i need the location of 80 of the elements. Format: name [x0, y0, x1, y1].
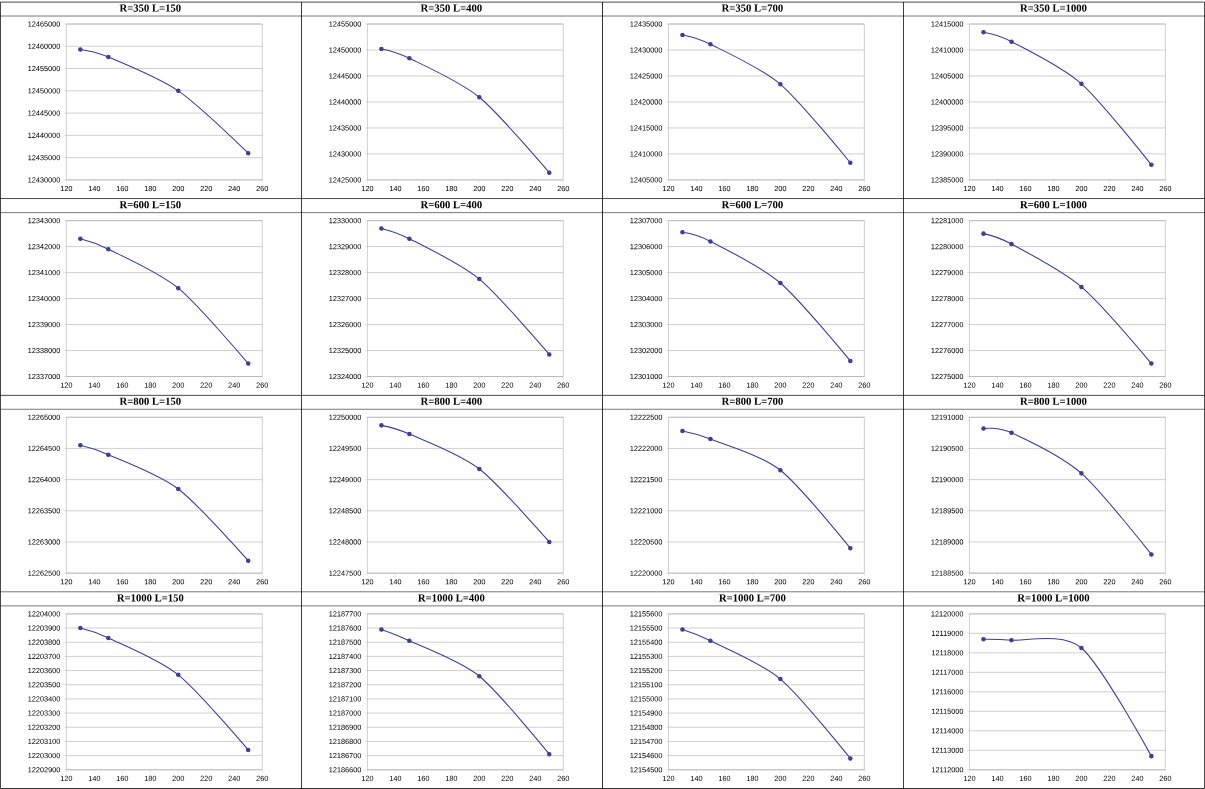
- point: [778, 280, 783, 286]
- point: [245, 361, 251, 366]
- chart-title: R=350 L=150: [119, 4, 181, 12]
- point: [547, 352, 552, 357]
- point: [407, 56, 412, 61]
- point: [680, 627, 685, 632]
- chart-title: R=350 L=1000: [1020, 4, 1087, 12]
- point: [547, 170, 552, 175]
- chart-title: R=1000 L=400: [418, 594, 485, 602]
- point: [708, 638, 713, 644]
- point: [848, 358, 853, 364]
- point: [708, 436, 713, 442]
- point: [477, 674, 482, 679]
- point: [245, 150, 251, 156]
- chart-title: R=800 L=1000: [1020, 397, 1087, 405]
- point: [1079, 471, 1084, 476]
- point: [78, 236, 83, 242]
- point: [176, 88, 181, 94]
- point: [708, 42, 713, 47]
- point: [176, 285, 181, 291]
- chart-title: R=1000 L=150: [117, 594, 184, 602]
- point: [680, 230, 685, 235]
- point: [981, 231, 986, 236]
- chart-title: R=800 L=400: [420, 397, 482, 405]
- point: [981, 636, 986, 642]
- point: [379, 226, 384, 231]
- point: [1149, 361, 1154, 366]
- point: [379, 627, 384, 632]
- point: [477, 466, 482, 472]
- point: [547, 751, 552, 757]
- chart-title: R=1000 L=1000: [1017, 594, 1090, 602]
- point: [981, 30, 986, 35]
- point: [106, 54, 111, 60]
- chart-title: R=600 L=1000: [1020, 201, 1087, 209]
- point: [379, 46, 384, 52]
- point: [106, 452, 111, 457]
- point: [778, 468, 783, 473]
- chart-title: R=350 L=700: [721, 4, 783, 12]
- chart-title: R=800 L=150: [119, 397, 181, 405]
- point: [1079, 81, 1084, 87]
- point: [848, 756, 853, 761]
- point: [106, 246, 111, 252]
- point: [708, 239, 713, 244]
- chart-title: R=600 L=400: [420, 201, 482, 209]
- point: [848, 545, 853, 551]
- point: [106, 635, 111, 641]
- point: [477, 95, 482, 100]
- point: [547, 539, 552, 545]
- point: [981, 426, 986, 431]
- point: [778, 676, 783, 682]
- point: [176, 672, 181, 678]
- point: [680, 32, 685, 38]
- chart-title: R=600 L=150: [119, 201, 181, 209]
- point: [78, 47, 83, 52]
- point: [1149, 162, 1154, 168]
- chart-title: R=600 L=700: [721, 201, 783, 209]
- point: [477, 276, 482, 282]
- point: [78, 625, 83, 631]
- point: [407, 431, 412, 437]
- point: [407, 638, 412, 644]
- point: [379, 423, 384, 428]
- point: [1009, 241, 1014, 247]
- point: [680, 428, 685, 434]
- point: [176, 486, 181, 492]
- chart-title: R=1000 L=700: [719, 594, 786, 602]
- point: [1079, 645, 1084, 651]
- chart-title: R=800 L=700: [721, 397, 783, 405]
- point: [407, 236, 412, 242]
- point: [1009, 430, 1014, 436]
- point: [1149, 552, 1154, 557]
- point: [778, 82, 783, 87]
- point: [1079, 284, 1084, 290]
- point: [78, 443, 83, 448]
- point: [848, 160, 853, 166]
- point: [1009, 39, 1014, 45]
- point: [1149, 753, 1154, 759]
- point: [245, 747, 251, 753]
- point: [245, 558, 251, 563]
- point: [1009, 637, 1014, 643]
- chart-title: R=350 L=400: [420, 4, 482, 12]
